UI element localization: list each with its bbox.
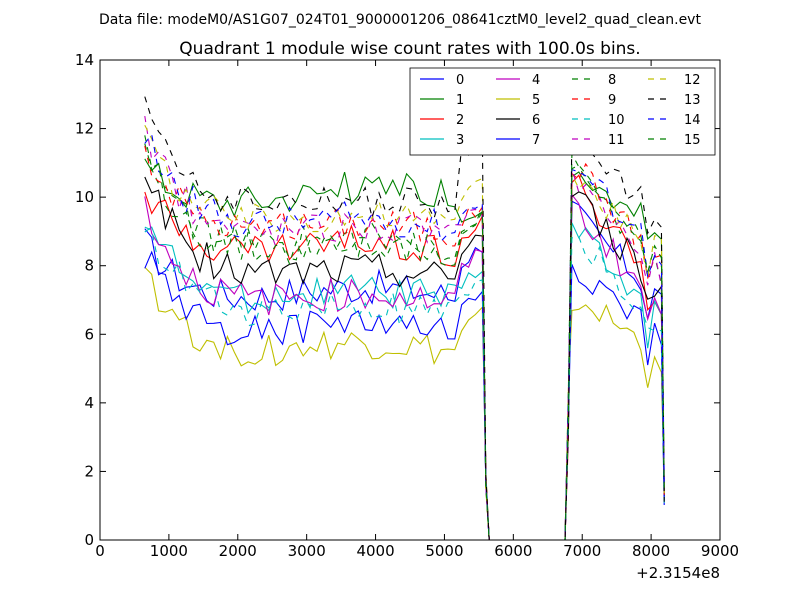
axes-frame xyxy=(99,59,721,541)
x-tick-label: 6000 xyxy=(494,542,532,560)
figure-suptitle: Data file: modeM0/AS1G07_024T01_90000012… xyxy=(99,12,701,28)
x-tick-label: 7000 xyxy=(563,542,601,560)
x-tick-label: 4000 xyxy=(356,542,394,560)
legend-label-12: 12 xyxy=(684,73,701,88)
x-tick-label: 2000 xyxy=(219,542,257,560)
x-tick-label: 9000 xyxy=(701,542,739,560)
legend-box xyxy=(409,67,716,156)
y-tick-label: 6 xyxy=(84,325,94,343)
legend-label-4: 4 xyxy=(532,73,540,88)
series-line-12 xyxy=(144,124,665,540)
series-line-0 xyxy=(144,200,665,540)
legend-label-11: 11 xyxy=(608,133,625,148)
legend-label-8: 8 xyxy=(608,73,616,88)
y-tick-label: 8 xyxy=(84,257,94,275)
series-line-4 xyxy=(144,193,665,540)
x-tick-label: 0 xyxy=(95,542,105,560)
chart-title: Quadrant 1 module wise count rates with … xyxy=(179,39,640,59)
y-tick-label: 0 xyxy=(84,531,94,549)
y-tick-label: 4 xyxy=(84,394,94,412)
legend-label-7: 7 xyxy=(532,133,540,148)
x-offset-label: +2.3154e8 xyxy=(636,564,720,582)
legend-label-3: 3 xyxy=(456,133,464,148)
legend-label-0: 0 xyxy=(456,73,464,88)
legend-label-2: 2 xyxy=(456,113,464,128)
series-line-3 xyxy=(144,222,665,540)
legend-label-14: 14 xyxy=(684,113,701,128)
x-tick-label: 3000 xyxy=(288,542,326,560)
x-tick-label: 5000 xyxy=(425,542,463,560)
y-tick-label: 10 xyxy=(75,188,94,206)
series-line-10 xyxy=(144,226,665,540)
series-layer xyxy=(144,96,665,540)
y-tick-label: 14 xyxy=(75,51,94,69)
series-line-5 xyxy=(144,266,665,540)
x-tick-label: 1000 xyxy=(150,542,188,560)
series-line-14 xyxy=(144,133,665,540)
legend-label-6: 6 xyxy=(532,113,540,128)
series-line-6 xyxy=(144,176,665,540)
legend-label-10: 10 xyxy=(608,113,625,128)
legend-label-5: 5 xyxy=(532,93,540,108)
series-line-11 xyxy=(144,116,665,540)
series-line-8 xyxy=(144,143,665,540)
series-line-13 xyxy=(144,96,665,540)
x-axis: 0 1000 2000 3000 4000 5000 6000 7000 8000 9000 xyxy=(95,60,739,560)
legend-label-13: 13 xyxy=(684,93,701,108)
legend-label-1: 1 xyxy=(456,93,464,108)
series-line-15 xyxy=(144,135,665,540)
legend-label-15: 15 xyxy=(684,133,701,148)
y-tick-label: 2 xyxy=(84,462,94,480)
y-tick-label: 12 xyxy=(75,120,94,138)
x-tick-label: 8000 xyxy=(632,542,670,560)
legend-label-9: 9 xyxy=(608,93,616,108)
